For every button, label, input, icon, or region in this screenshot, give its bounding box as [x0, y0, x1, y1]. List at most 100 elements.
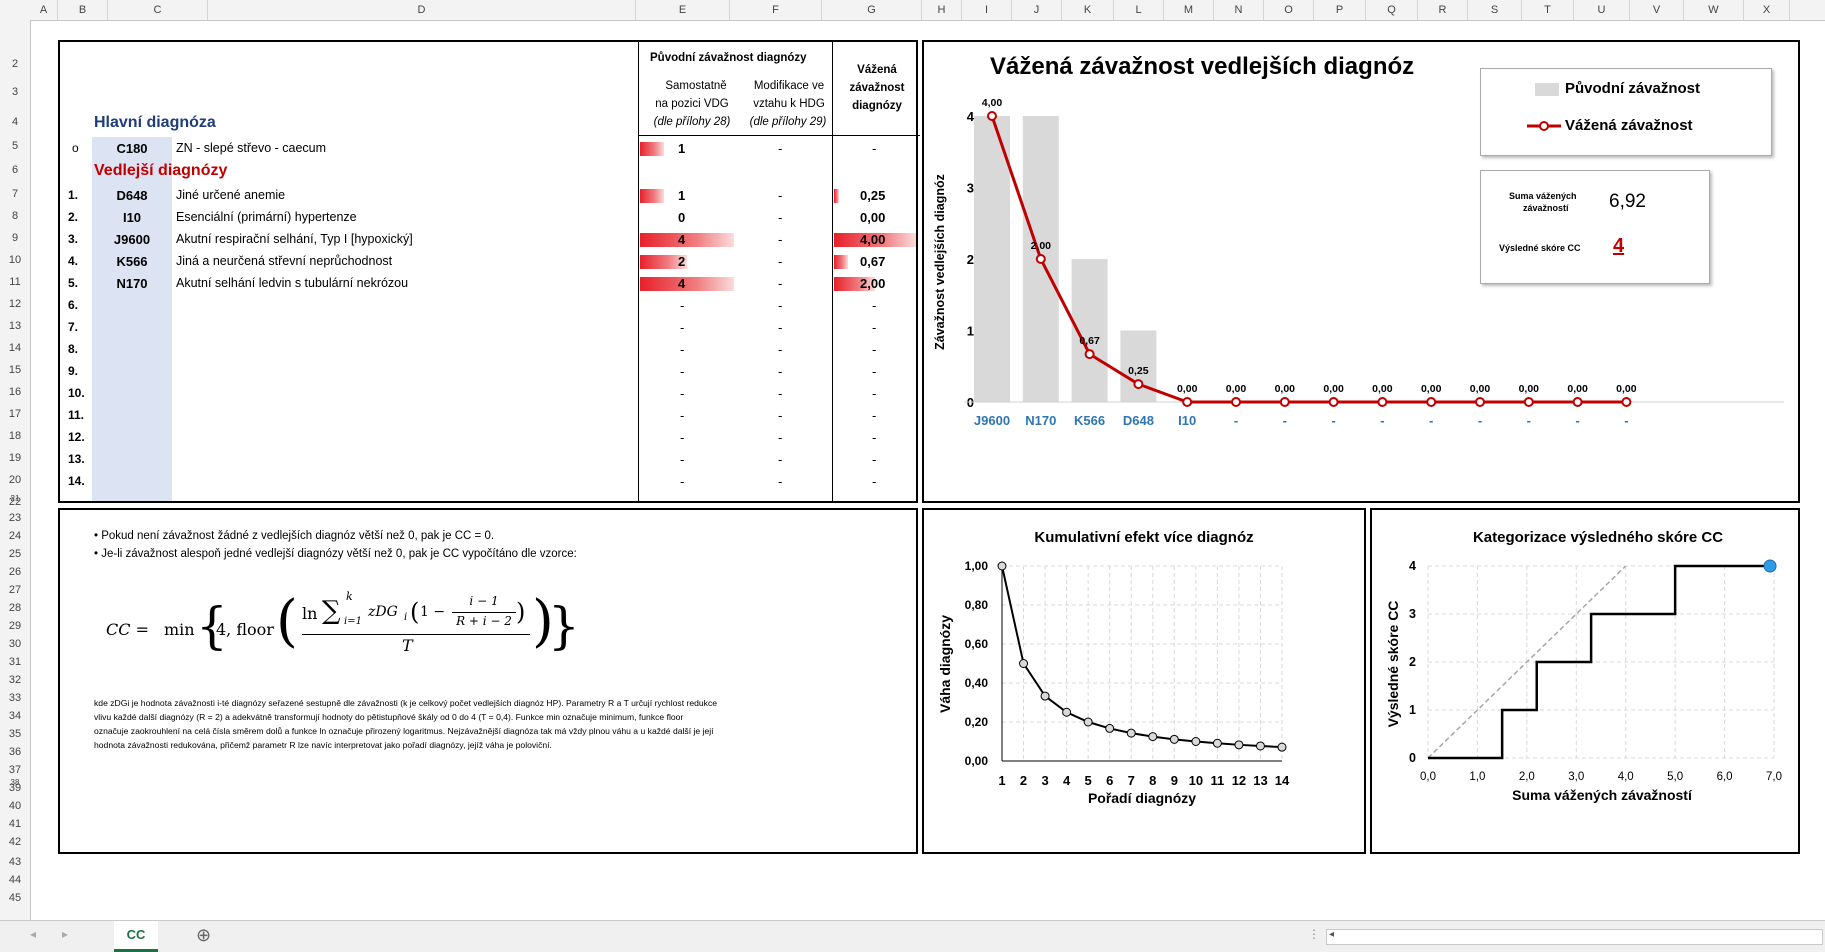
chart2-xtick: 13	[1253, 773, 1267, 788]
row-header-26[interactable]: 26	[8, 566, 22, 578]
column-header-P[interactable]: P	[1314, 0, 1366, 20]
row-header-27[interactable]: 27	[8, 584, 22, 596]
row-header-17[interactable]: 17	[8, 408, 22, 420]
main-code[interactable]: C180	[116, 141, 148, 156]
chart1-category: -	[1380, 413, 1384, 428]
column-header-L[interactable]: L	[1114, 0, 1164, 20]
column-header-N[interactable]: N	[1214, 0, 1264, 20]
row-code[interactable]: J9600	[113, 232, 151, 247]
row-header-36[interactable]: 36	[8, 746, 22, 758]
row-header-25[interactable]: 25	[8, 548, 22, 560]
row-code[interactable]: N170	[116, 276, 148, 291]
column-header-R[interactable]: R	[1418, 0, 1468, 20]
chart1-category: -	[1478, 413, 1482, 428]
column-header-Q[interactable]: Q	[1366, 0, 1418, 20]
row-name[interactable]: Jiná a neurčená střevní neprůchodnost	[176, 254, 393, 268]
row-name[interactable]: Esenciální (primární) hypertenze	[176, 210, 357, 224]
row-header-33[interactable]: 33	[8, 692, 22, 704]
row-header-15[interactable]: 15	[8, 364, 22, 376]
row-header-7[interactable]: 7	[11, 188, 19, 200]
row-header-18[interactable]: 18	[8, 430, 22, 442]
column-header-G[interactable]: G	[822, 0, 922, 20]
add-sheet-button[interactable]: ⊕	[196, 925, 212, 945]
row-header-21[interactable]: 21	[10, 494, 20, 503]
column-header-M[interactable]: M	[1164, 0, 1214, 20]
scroll-left-arrow-icon[interactable]: ◂	[1329, 929, 1335, 940]
row-header-29[interactable]: 29	[8, 620, 22, 632]
column-header-F[interactable]: F	[730, 0, 822, 20]
column-header-V[interactable]: V	[1630, 0, 1684, 20]
row-header-24[interactable]: 24	[8, 530, 22, 542]
row-header-4[interactable]: 4	[11, 116, 19, 128]
row-header-45[interactable]: 45	[8, 892, 22, 904]
row-header-28[interactable]: 28	[8, 602, 22, 614]
column-header-D[interactable]: D	[208, 0, 636, 20]
formula: CC = min { 4, floor ( ln ∑ k i=1 zDG i (…	[106, 589, 580, 656]
column-header-O[interactable]: O	[1264, 0, 1314, 20]
row-header-35[interactable]: 35	[8, 728, 22, 740]
row-header-34[interactable]: 34	[8, 710, 22, 722]
tab-scroll-right-icon[interactable]: ▸	[62, 927, 69, 941]
row-header-13[interactable]: 13	[8, 320, 22, 332]
chart2-xtick: 10	[1189, 773, 1203, 788]
row-header-22[interactable]: 22	[8, 496, 22, 508]
row-header-12[interactable]: 12	[8, 298, 22, 310]
row-g: 0,25	[860, 188, 886, 203]
row-header-23[interactable]: 23	[8, 512, 22, 524]
row-header-40[interactable]: 40	[8, 800, 22, 812]
chart1-category: -	[1429, 413, 1433, 428]
column-header-A[interactable]: A	[30, 0, 58, 20]
row-header-30[interactable]: 30	[8, 638, 22, 650]
row-header-39[interactable]: 39	[8, 782, 22, 794]
column-header-T[interactable]: T	[1522, 0, 1574, 20]
row-header-14[interactable]: 14	[8, 342, 22, 354]
chart3-xtick: 1,0	[1469, 771, 1485, 783]
row-header-9[interactable]: 9	[11, 232, 19, 244]
chart2-xtick: 5	[1085, 773, 1092, 788]
row-code[interactable]: K566	[116, 254, 148, 269]
column-header-I[interactable]: I	[962, 0, 1012, 20]
main-name[interactable]: ZN - slepé střevo - caecum	[176, 141, 327, 155]
column-header-S[interactable]: S	[1468, 0, 1522, 20]
column-header-H[interactable]: H	[922, 0, 962, 20]
column-header-K[interactable]: K	[1062, 0, 1114, 20]
tab-cc[interactable]: CC	[114, 921, 158, 952]
row-header-38[interactable]: 38	[10, 778, 20, 787]
row-header-37[interactable]: 37	[8, 764, 22, 776]
row-header-16[interactable]: 16	[8, 386, 22, 398]
row-header-32[interactable]: 32	[8, 674, 22, 686]
row-name[interactable]: Jiné určené anemie	[176, 188, 286, 202]
row-name[interactable]: Akutní respirační selhání, Typ I [hypoxi…	[176, 232, 413, 246]
row-header-41[interactable]: 41	[8, 818, 22, 830]
row-code[interactable]: I10	[122, 210, 142, 225]
row-header-6[interactable]: 6	[11, 164, 19, 176]
horizontal-scrollbar[interactable]: ◂	[1326, 929, 1823, 945]
row-header-20[interactable]: 20	[8, 474, 22, 486]
column-header-E[interactable]: E	[636, 0, 730, 20]
column-header-B[interactable]: B	[58, 0, 108, 20]
row-name[interactable]: Akutní selhání ledvin s tubulární nekróz…	[176, 276, 409, 290]
column-header-C[interactable]: C	[108, 0, 208, 20]
row-header-43[interactable]: 43	[8, 856, 22, 868]
row-header-42[interactable]: 42	[8, 836, 22, 848]
column-header-U[interactable]: U	[1574, 0, 1630, 20]
row-header-2[interactable]: 2	[11, 58, 19, 70]
tab-scroll-left-icon[interactable]: ◂	[30, 927, 37, 941]
row-header-11[interactable]: 11	[9, 276, 21, 288]
row-header-31[interactable]: 31	[8, 656, 22, 668]
row-header-10[interactable]: 10	[8, 254, 22, 266]
row-header-5[interactable]: 5	[11, 140, 19, 152]
row-g: -	[872, 386, 877, 401]
row-header-44[interactable]: 44	[8, 874, 22, 886]
legend-bar-swatch	[1535, 83, 1559, 96]
row-code[interactable]: D648	[116, 188, 148, 203]
column-header-J[interactable]: J	[1012, 0, 1062, 20]
column-header-X[interactable]: X	[1744, 0, 1790, 20]
row-header-19[interactable]: 19	[8, 452, 22, 464]
row-header-3[interactable]: 3	[11, 86, 19, 98]
row-header-8[interactable]: 8	[11, 210, 19, 222]
formula-frac-num: i − 1	[469, 594, 499, 608]
chart1-category: J9600	[974, 413, 1010, 428]
chart2-ytick: 0,20	[965, 715, 989, 729]
column-header-W[interactable]: W	[1684, 0, 1744, 20]
